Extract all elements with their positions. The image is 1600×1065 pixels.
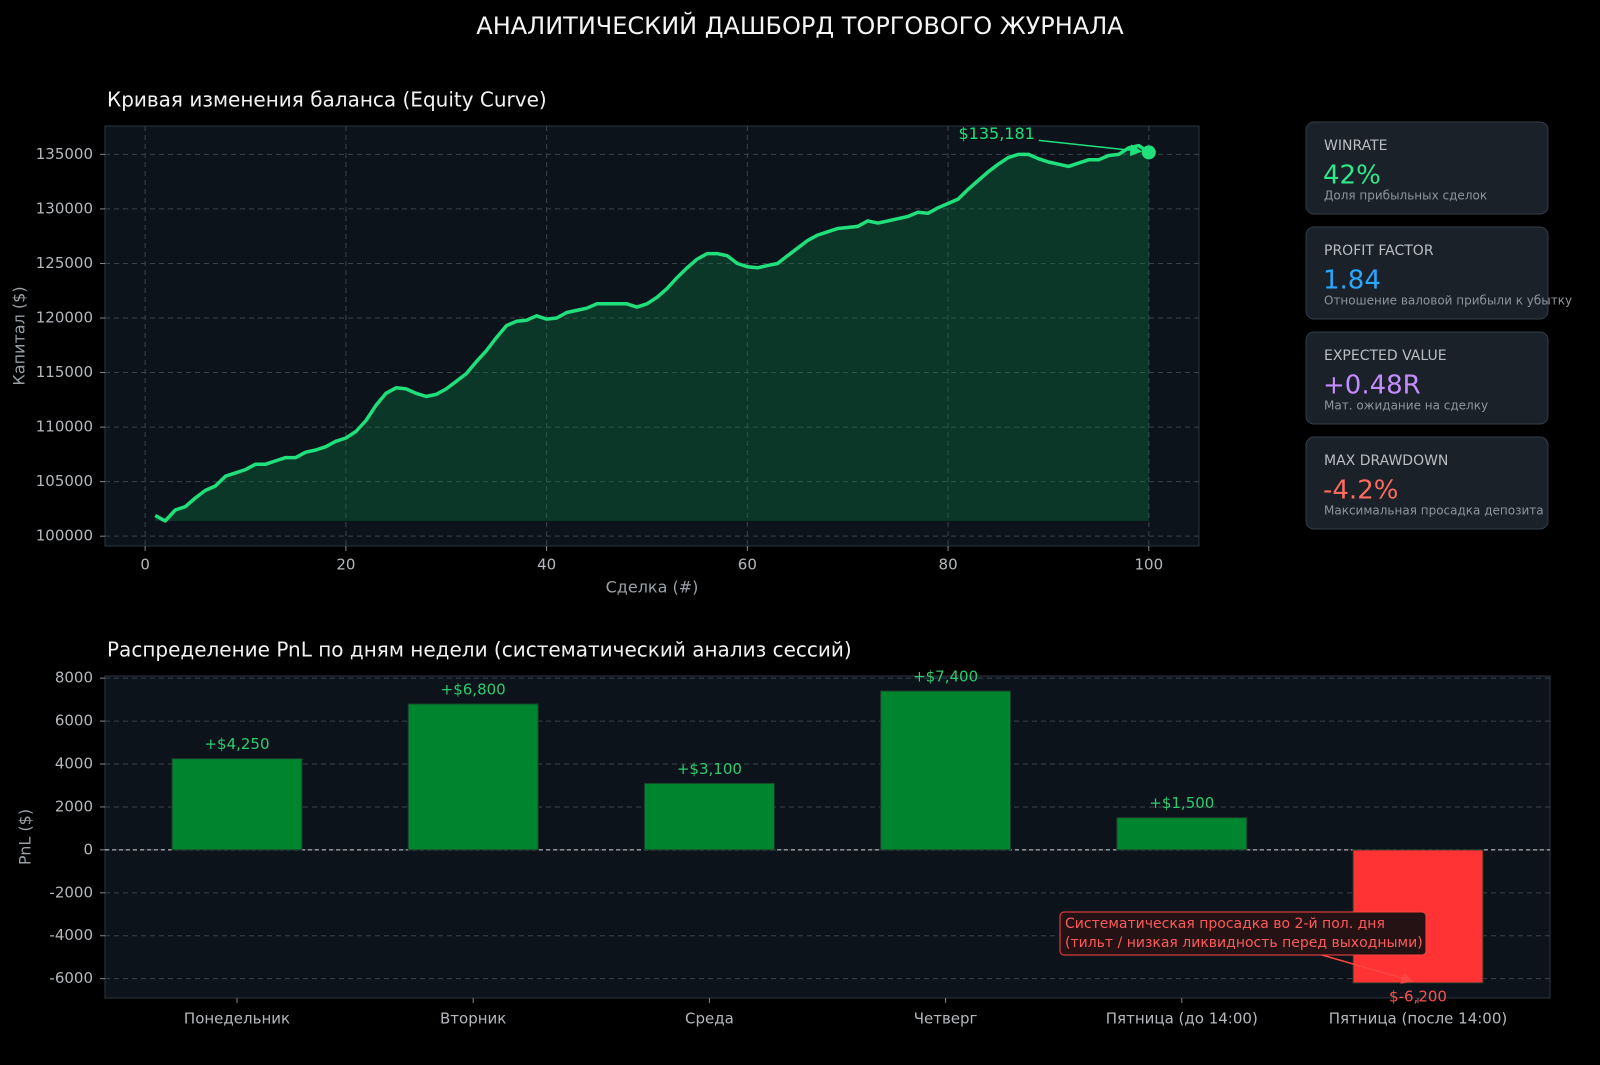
card-label: PROFIT FACTOR — [1324, 243, 1434, 259]
x-tick-label: Вторник — [440, 1010, 506, 1028]
card-desc: Максимальная просадка депозита — [1324, 504, 1544, 518]
stat-card — [1305, 226, 1549, 320]
x-tick-label: Пятница (после 14:00) — [1329, 1010, 1508, 1028]
y-tick-label: 2000 — [55, 797, 93, 815]
card-label: WINRATE — [1324, 138, 1388, 154]
x-tick-label: 100 — [1134, 556, 1163, 574]
card-value: 42% — [1323, 161, 1381, 191]
chart-title: Распределение PnL по дням недели (систем… — [107, 638, 852, 662]
x-tick-label: 20 — [336, 556, 355, 574]
annotation-arrow — [1321, 954, 1414, 984]
annotation-box — [1059, 911, 1427, 956]
annotation: (тильт / низкая ликвидность перед выходн… — [1065, 935, 1423, 951]
bar — [407, 703, 539, 851]
page-title: АНАЛИТИЧЕСКИЙ ДАШБОРД ТОРГОВОГО ЖУРНАЛА — [476, 11, 1124, 40]
y-tick-label: 100000 — [36, 527, 93, 545]
bar — [171, 758, 303, 851]
annotation: Систематическая просадка во 2-й пол. дня — [1065, 916, 1385, 932]
x-axis-label: Сделка (#) — [606, 578, 699, 597]
y-tick-label: 120000 — [36, 309, 93, 327]
value-label: +$4,250 — [204, 735, 269, 753]
annotation: $135,181 — [958, 124, 1034, 143]
annotation-arrow — [1038, 139, 1143, 157]
equity-area — [155, 145, 1149, 521]
y-tick-label: 8000 — [55, 669, 93, 687]
value-label: $-6,200 — [1389, 987, 1447, 1005]
y-tick-label: 4000 — [55, 755, 93, 773]
x-tick-label: Пятница (до 14:00) — [1106, 1010, 1258, 1028]
equity-line — [154, 143, 1150, 523]
value-label: +$3,100 — [677, 760, 742, 778]
last-point — [1141, 145, 1156, 160]
x-tick-label: 0 — [140, 556, 150, 574]
stat-card — [1305, 121, 1549, 215]
value-label: +$1,500 — [1149, 794, 1214, 812]
y-axis-label: PnL ($) — [16, 809, 35, 865]
bar — [643, 782, 775, 851]
x-tick-label: Среда — [685, 1010, 734, 1028]
value-label: +$6,800 — [441, 680, 506, 698]
bar — [1116, 817, 1248, 851]
stat-card — [1305, 436, 1549, 530]
card-value: +0.48R — [1323, 371, 1421, 401]
y-tick-label: 0 — [83, 840, 93, 858]
stat-card — [1305, 331, 1549, 425]
y-tick-label: 125000 — [36, 254, 93, 272]
y-tick-label: -6000 — [49, 969, 93, 987]
card-desc: Отношение валовой прибыли к убытку — [1324, 294, 1572, 308]
y-tick-label: 110000 — [36, 418, 93, 436]
y-tick-label: -4000 — [49, 926, 93, 944]
plot-area — [104, 125, 1200, 547]
card-desc: Мат. ожидание на сделку — [1324, 399, 1488, 413]
bar — [880, 690, 1012, 851]
card-label: MAX DRAWDOWN — [1324, 453, 1448, 469]
y-tick-label: 115000 — [36, 363, 93, 381]
y-tick-label: 135000 — [36, 145, 93, 163]
y-tick-label: 130000 — [36, 199, 93, 217]
x-tick-label: Понедельник — [184, 1010, 290, 1028]
value-label: +$7,400 — [913, 668, 978, 686]
y-tick-label: 6000 — [55, 712, 93, 730]
card-desc: Доля прибыльных сделок — [1324, 189, 1487, 203]
card-value: 1.84 — [1323, 266, 1381, 296]
x-tick-label: 40 — [537, 556, 556, 574]
y-axis-label: Капитал ($) — [10, 286, 29, 385]
chart-title: Кривая изменения баланса (Equity Curve) — [107, 88, 547, 112]
y-tick-label: 105000 — [36, 472, 93, 490]
x-tick-label: Четверг — [914, 1010, 978, 1028]
card-label: EXPECTED VALUE — [1324, 348, 1447, 364]
card-value: -4.2% — [1323, 476, 1398, 506]
x-tick-label: 80 — [939, 556, 958, 574]
x-tick-label: 60 — [738, 556, 757, 574]
y-tick-label: -2000 — [49, 883, 93, 901]
